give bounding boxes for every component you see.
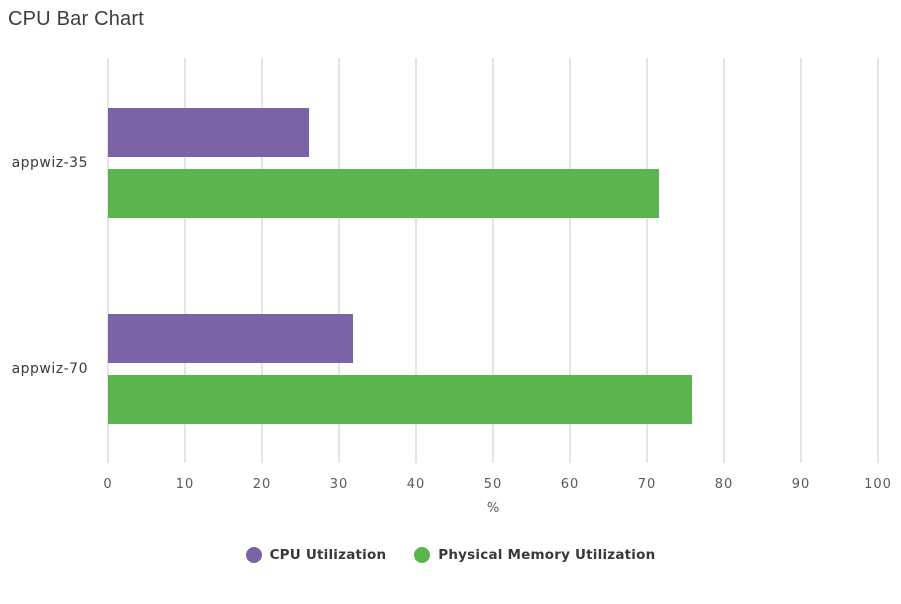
- bar-appwiz-70-cpu-utilization[interactable]: [108, 314, 353, 363]
- x-tick-label: 60: [560, 477, 580, 492]
- legend-item-physical-memory-utilization[interactable]: Physical Memory Utilization: [414, 547, 655, 563]
- x-axis-ticks: 0 10 20 30 40 50 60 70 80 90 100: [103, 477, 891, 495]
- legend-item-label: Physical Memory Utilization: [438, 547, 656, 563]
- gridline: [800, 58, 802, 463]
- category-axis: appwiz-35 appwiz-70: [0, 58, 88, 463]
- bar-appwiz-35-physical-memory-utilization[interactable]: [108, 169, 660, 218]
- x-tick-label: 20: [252, 477, 272, 492]
- legend-marker-icon: [245, 547, 262, 563]
- x-tick-label: 80: [714, 477, 734, 492]
- x-tick-label: 30: [329, 477, 349, 492]
- gridline: [646, 58, 648, 463]
- gridline: [492, 58, 494, 463]
- gridline: [569, 58, 571, 463]
- bars-layer: [108, 58, 878, 463]
- x-tick-label: 10: [175, 477, 195, 492]
- plot-area: [107, 58, 879, 463]
- gridline: [723, 58, 725, 463]
- x-tick-label: 50: [483, 477, 503, 492]
- gridline: [107, 58, 109, 463]
- x-tick-label: 70: [637, 477, 657, 492]
- chart-title: CPU Bar Chart: [8, 8, 144, 30]
- gridline: [261, 58, 263, 463]
- gridline: [415, 58, 417, 463]
- x-axis-title: %: [486, 501, 500, 516]
- x-tick-label: 40: [406, 477, 426, 492]
- legend-item-label: CPU Utilization: [269, 547, 387, 563]
- bar-appwiz-70-physical-memory-utilization[interactable]: [108, 375, 692, 424]
- legend-marker-icon: [414, 547, 431, 563]
- x-tick-label: 100: [864, 477, 892, 492]
- category-label-appwiz-35: appwiz-35: [11, 155, 88, 171]
- category-label-appwiz-70: appwiz-70: [11, 361, 88, 377]
- x-tick-label: 0: [103, 477, 113, 492]
- legend: CPU Utilization Physical Memory Utilizati…: [0, 547, 901, 563]
- gridline: [184, 58, 186, 463]
- legend-item-cpu-utilization[interactable]: CPU Utilization: [245, 547, 387, 563]
- gridline: [877, 58, 879, 463]
- x-tick-label: 90: [791, 477, 811, 492]
- gridline: [338, 58, 340, 463]
- bar-appwiz-35-cpu-utilization[interactable]: [108, 108, 309, 157]
